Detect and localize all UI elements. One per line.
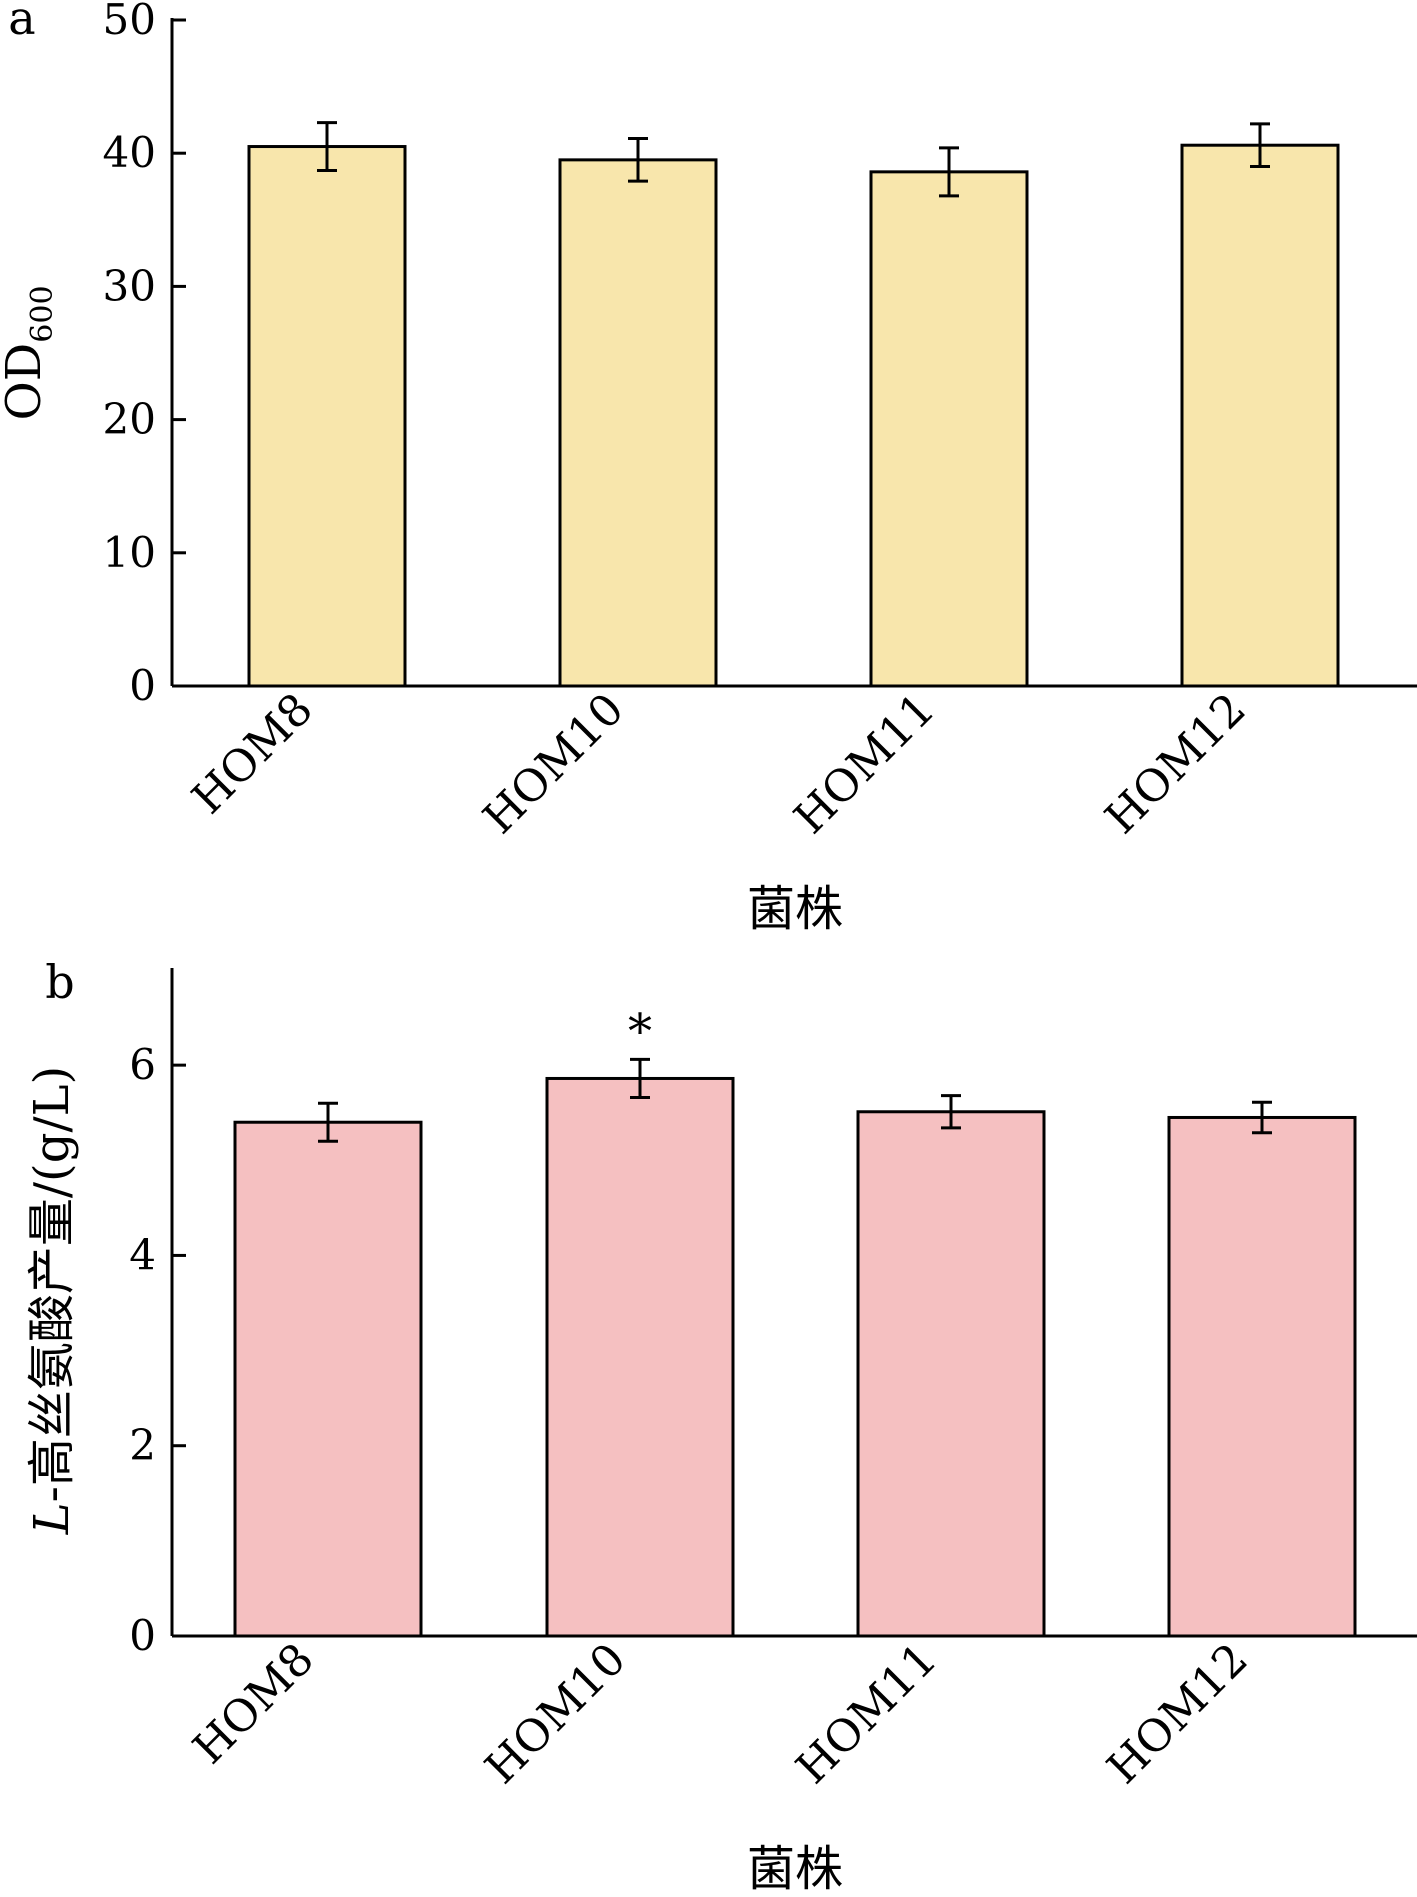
y-axis-title: L-高丝氨酸产量/(g/L): [24, 1066, 80, 1536]
x-tick-label: HOM12: [1098, 1634, 1258, 1794]
bar-hom10: [558, 158, 718, 688]
y-tick-label: 50: [103, 0, 156, 44]
y-tick-label: 4: [129, 1230, 156, 1279]
significance-mark: *: [628, 1003, 652, 1059]
x-tick-label: HOM11: [787, 1634, 947, 1794]
error-bar-hom8: [318, 1101, 338, 1143]
x-tick-label: HOM10: [474, 684, 634, 844]
bar-hom11: [869, 170, 1029, 688]
x-tick-label: HOM11: [785, 684, 945, 844]
y-tick-label: 40: [103, 128, 156, 177]
error-bar-hom10: [630, 1057, 650, 1099]
panel-label: b: [45, 955, 74, 1009]
error-bar-hom10: [628, 137, 648, 183]
panel-b-chart: b 0 2 4 6 HOM8 * HOM10 HOM11 HOM12 菌株 L-高丝氨酸产量/(g/L…: [24, 955, 1417, 1897]
y-tick-label: 30: [103, 261, 156, 310]
bar-hom8: [247, 145, 407, 688]
y-tick-label: 20: [103, 395, 156, 444]
panel-label: a: [8, 0, 35, 45]
error-bar-hom12: [1252, 1100, 1272, 1135]
y-tick-label: 10: [103, 528, 156, 577]
x-tick-label: HOM12: [1096, 684, 1256, 844]
bar-hom12: [1167, 1115, 1357, 1638]
y-tick-label: 0: [129, 1611, 156, 1660]
x-tick-label: HOM8: [182, 684, 322, 824]
bar-hom8: [233, 1120, 423, 1638]
error-bar-hom12: [1250, 122, 1270, 169]
panel-a-chart: a 0 10 20 30 40 50 HOM8 HOM10 HOM11 HOM12 菌株 OD600: [0, 0, 1417, 937]
error-bar-hom8: [317, 121, 337, 173]
x-axis-title: 菌株: [747, 881, 843, 937]
y-tick-label: 6: [129, 1040, 156, 1089]
x-tick-label: HOM10: [476, 1634, 636, 1794]
bar-hom12: [1180, 143, 1340, 688]
bar-hom10: [545, 1076, 735, 1638]
y-axis-title: OD600: [0, 285, 60, 420]
error-bar-hom11: [941, 1094, 961, 1130]
bar-hom11: [856, 1110, 1046, 1638]
y-tick-label: 0: [129, 661, 156, 710]
x-tick-label: HOM8: [183, 1634, 323, 1774]
y-tick-label: 2: [129, 1421, 156, 1470]
x-axis-title: 菌株: [747, 1841, 843, 1897]
error-bar-hom11: [939, 146, 959, 198]
